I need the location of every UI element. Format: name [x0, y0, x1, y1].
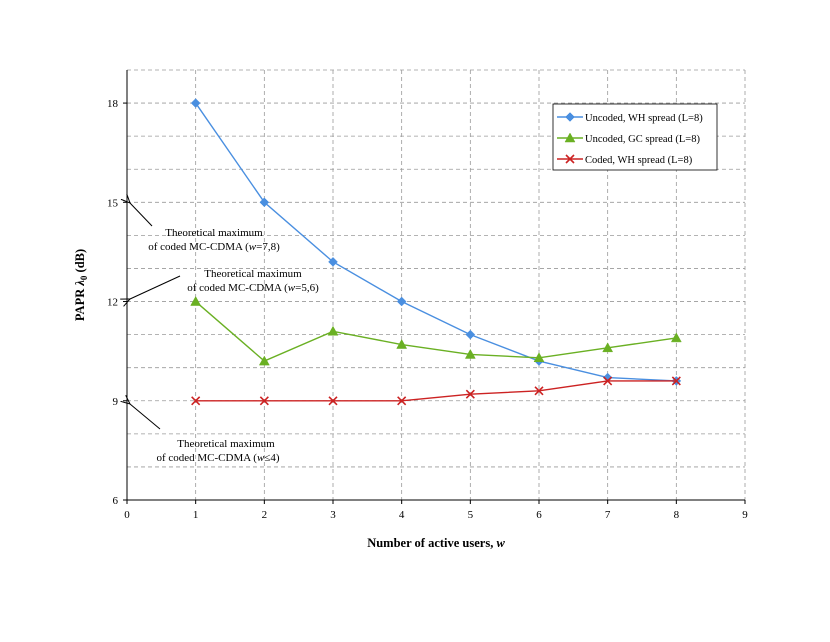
- series-2: [190, 296, 682, 366]
- data-point: [670, 332, 682, 343]
- legend: Uncoded, WH spread (L=8) Uncoded, GC spre…: [552, 103, 718, 171]
- legend-marker: [565, 112, 575, 122]
- annotation-w56-line2: of coded MC-CDMA (w=5,6): [187, 282, 319, 294]
- annotation-w4-line2: of coded MC-CDMA (w≤4): [156, 452, 279, 464]
- data-point: [259, 197, 270, 208]
- x-tick-label: 4: [399, 509, 405, 521]
- series-line: [195, 380, 677, 402]
- x-tick-label: 1: [193, 509, 199, 521]
- legend-label: Uncoded, GC spread (L=8): [585, 134, 700, 145]
- x-tick-label: 5: [468, 509, 474, 521]
- x-axis-title: Number of active users, w: [367, 536, 505, 550]
- x-tick-label: 0: [124, 509, 130, 521]
- x-tick-label: 8: [674, 509, 680, 521]
- data-point: [190, 296, 202, 306]
- series-line: [195, 301, 677, 362]
- data-point: [602, 342, 614, 353]
- annotation-w78-line2: of coded MC-CDMA (w=7,8): [148, 241, 280, 253]
- x-tick-label: 7: [605, 509, 611, 521]
- annotation-w56: Theoretical maximum of coded MC-CDMA (w=…: [130, 268, 319, 299]
- data-point: [671, 376, 681, 386]
- data-point: [191, 396, 201, 406]
- series: [190, 98, 682, 406]
- annotation-w78-arrow: [130, 203, 153, 227]
- data-point: [328, 396, 338, 406]
- data-point: [396, 339, 408, 349]
- data-point: [465, 389, 475, 399]
- annotations: Theoretical maximum of coded MC-CDMA (w=…: [130, 203, 319, 464]
- data-point: [534, 386, 544, 396]
- annotation-w56-line1: Theoretical maximum: [204, 268, 302, 280]
- legend-marker: [565, 154, 575, 164]
- y-tick-label: 12: [107, 297, 118, 309]
- data-point: [328, 256, 338, 267]
- x-tick-label: 9: [742, 509, 748, 521]
- data-point: [397, 396, 407, 406]
- x-tick-label: 2: [262, 509, 268, 521]
- series-line: [195, 102, 677, 382]
- data-point: [327, 325, 339, 336]
- series-3: [191, 376, 681, 406]
- y-axis-title: PAPR λ0 (dB): [73, 249, 89, 321]
- data-point: [464, 348, 476, 359]
- data-point: [602, 372, 613, 383]
- x-tick-label: 3: [330, 509, 336, 521]
- annotation-w4-line1: Theoretical maximum: [177, 438, 275, 450]
- x-tick-label: 6: [536, 509, 542, 521]
- annotation-w78-line1: Theoretical maximum: [165, 227, 263, 239]
- data-point: [190, 98, 201, 108]
- data-point: [258, 355, 270, 366]
- legend-label: Uncoded, WH spread (L=8): [585, 113, 703, 124]
- legend-label: Coded, WH spread (L=8): [585, 155, 693, 166]
- y-tick-label: 18: [107, 98, 119, 110]
- y-tick-label: 15: [107, 197, 119, 209]
- annotation-w4-arrow: [130, 404, 161, 430]
- data-point: [533, 352, 545, 363]
- y-tick-label: 9: [113, 396, 119, 408]
- data-point: [603, 376, 613, 386]
- annotation-w56-arrow: [130, 275, 181, 299]
- data-point: [396, 296, 407, 307]
- data-point: [465, 329, 476, 340]
- axes: [123, 70, 746, 504]
- legend-marker: [564, 132, 576, 143]
- data-point: [259, 396, 269, 406]
- annotation-w78: Theoretical maximum of coded MC-CDMA (w=…: [130, 203, 280, 253]
- y-tick-label: 6: [113, 495, 119, 507]
- annotation-w4: Theoretical maximum of coded MC-CDMA (w≤…: [130, 404, 280, 464]
